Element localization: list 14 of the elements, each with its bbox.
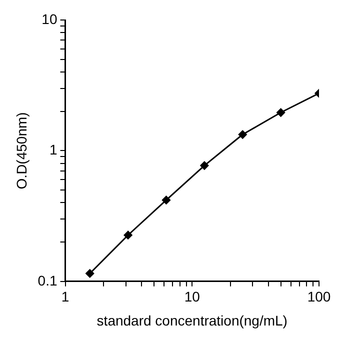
point	[276, 108, 286, 117]
y-tick-label: 1	[49, 142, 58, 158]
y-tick-label: 10	[42, 10, 58, 27]
point	[86, 269, 94, 278]
point	[238, 130, 247, 139]
point	[162, 196, 170, 204]
x-tick-label: 10	[184, 288, 200, 305]
x-tick-label: 1	[61, 288, 70, 305]
x-axis-title: standard concentration(ng/mL)	[96, 312, 288, 328]
point	[200, 161, 209, 170]
y-tick-label: 0.1	[38, 272, 58, 288]
x-tick-label: 100	[307, 288, 331, 305]
y-axis-title: O.D(450nm)	[13, 112, 30, 190]
point	[124, 230, 132, 240]
